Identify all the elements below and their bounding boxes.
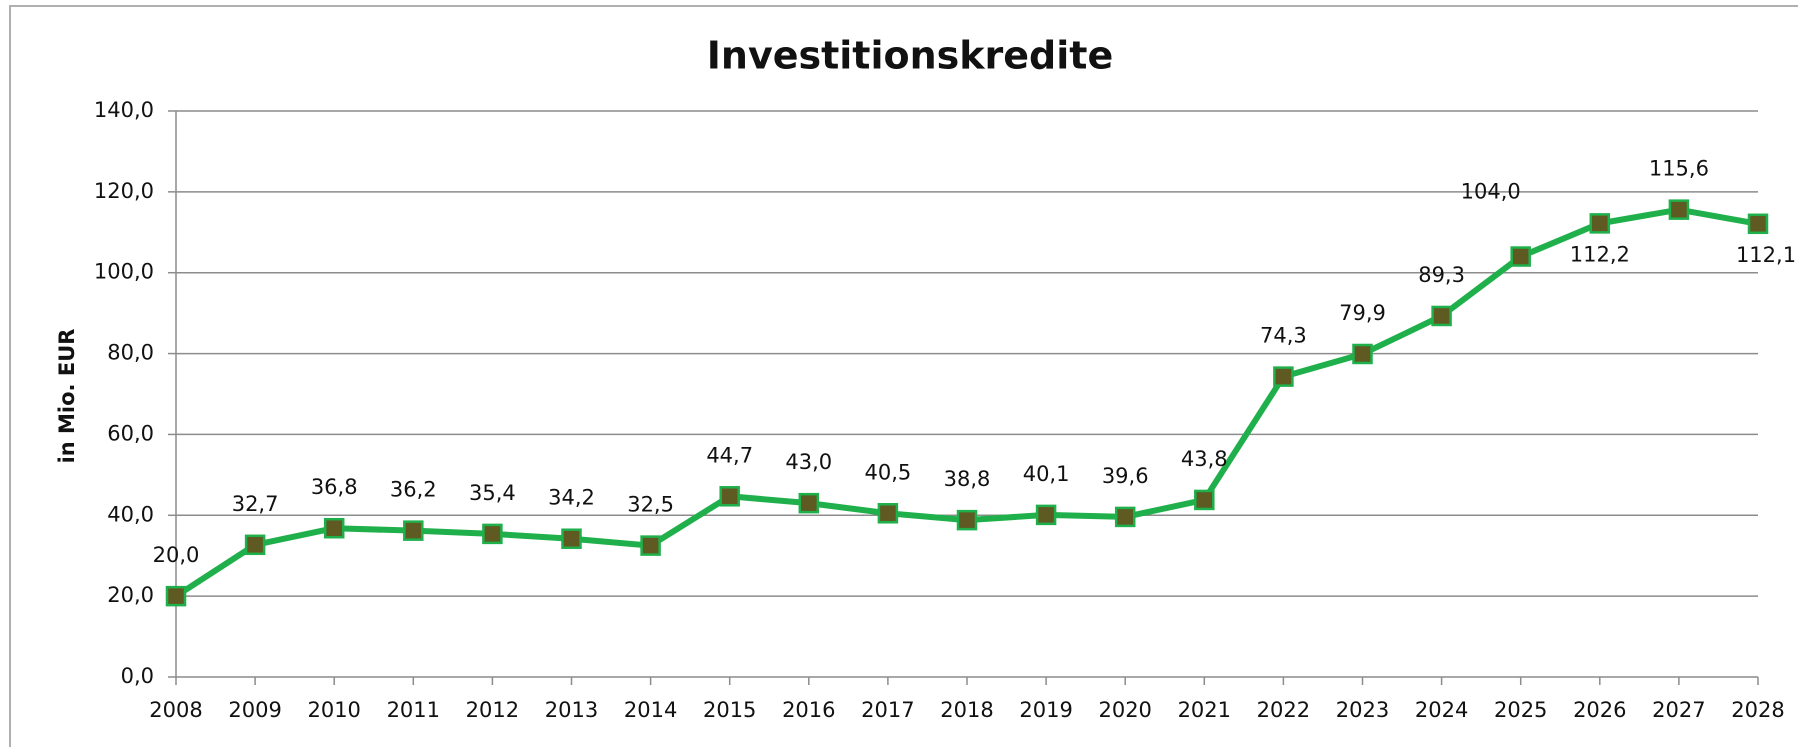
data-label: 40,1 — [1023, 462, 1070, 486]
marker — [956, 509, 978, 531]
x-tick-label: 2009 — [228, 698, 281, 722]
marker — [1510, 246, 1531, 267]
y-tick-label: 40,0 — [107, 502, 154, 526]
x-tick-label: 2024 — [1415, 698, 1468, 722]
data-label: 74,3 — [1260, 324, 1307, 348]
x-tick-label: 2020 — [1098, 698, 1151, 722]
data-label: 79,9 — [1339, 301, 1386, 325]
data-label: 36,2 — [390, 478, 437, 502]
data-label: 104,0 — [1461, 180, 1521, 204]
marker — [323, 517, 345, 539]
y-tick-label: 80,0 — [107, 341, 154, 365]
data-label: 35,4 — [469, 481, 516, 505]
x-tick-label: 2015 — [703, 698, 756, 722]
x-tick-label: 2016 — [782, 698, 835, 722]
marker — [561, 528, 582, 549]
data-label: 89,3 — [1418, 263, 1465, 287]
marker — [1352, 343, 1373, 365]
y-tick-label: 0,0 — [121, 664, 154, 688]
marker — [877, 503, 899, 524]
marker — [165, 585, 187, 607]
x-tick-label: 2011 — [387, 698, 440, 722]
x-tick-label: 2025 — [1494, 698, 1547, 722]
data-label: 34,2 — [548, 486, 595, 510]
x-tick-label: 2008 — [149, 698, 202, 722]
y-axis-label: in Mio. EUR — [55, 329, 79, 464]
chart-frame — [9, 5, 1798, 747]
x-tick-label: 2010 — [307, 698, 360, 722]
data-label: 112,2 — [1570, 242, 1630, 266]
x-tick-label: 2023 — [1336, 698, 1389, 722]
x-tick-label: 2019 — [1019, 698, 1072, 722]
data-label: 44,7 — [706, 443, 753, 467]
data-label: 39,6 — [1102, 464, 1149, 488]
data-label: 43,0 — [785, 450, 832, 474]
marker — [1747, 213, 1769, 235]
marker — [403, 520, 424, 541]
data-label: 32,5 — [627, 493, 674, 517]
y-tick-label: 60,0 — [107, 421, 154, 445]
data-label: 112,1 — [1736, 243, 1796, 267]
x-tick-label: 2027 — [1652, 698, 1705, 722]
marker — [1431, 305, 1452, 327]
y-tick-label: 120,0 — [94, 179, 154, 203]
marker — [244, 534, 266, 556]
marker — [1035, 504, 1057, 526]
x-tick-label: 2022 — [1257, 698, 1310, 722]
x-tick-label: 2021 — [1178, 698, 1231, 722]
x-tick-label: 2018 — [940, 698, 993, 722]
marker — [1114, 506, 1136, 528]
marker — [1589, 213, 1611, 234]
marker — [719, 486, 740, 507]
data-label: 32,7 — [232, 492, 279, 516]
x-tick-label: 2012 — [466, 698, 519, 722]
y-tick-label: 100,0 — [94, 260, 154, 284]
data-label: 115,6 — [1649, 157, 1709, 181]
marker — [1273, 366, 1294, 387]
x-tick-label: 2026 — [1573, 698, 1626, 722]
data-label: 38,8 — [944, 467, 991, 491]
chart-title: Investitionskredite — [707, 34, 1113, 78]
data-label: 43,8 — [1181, 447, 1228, 471]
data-label: 40,5 — [865, 460, 912, 484]
marker — [1668, 199, 1690, 220]
x-tick-label: 2014 — [624, 698, 677, 722]
marker — [798, 492, 820, 514]
marker — [640, 535, 661, 556]
marker — [482, 523, 503, 545]
x-tick-label: 2013 — [545, 698, 598, 722]
y-tick-label: 140,0 — [94, 98, 154, 122]
y-tick-label: 20,0 — [107, 583, 154, 607]
marker — [1194, 489, 1215, 511]
x-tick-label: 2028 — [1731, 698, 1784, 722]
x-tick-label: 2017 — [861, 698, 914, 722]
data-label: 36,8 — [311, 475, 358, 499]
data-label: 20,0 — [153, 543, 200, 567]
